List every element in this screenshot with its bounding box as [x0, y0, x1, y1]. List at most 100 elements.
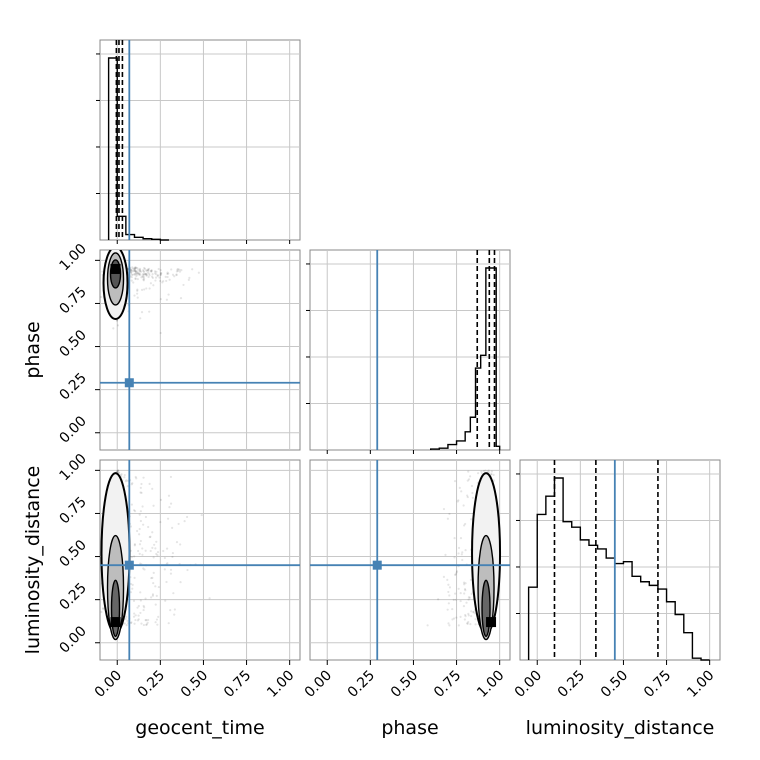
density-sample: [157, 267, 160, 271]
density-sample: [130, 483, 133, 486]
density-sample: [139, 591, 142, 594]
density-sample: [455, 616, 458, 619]
density-sample: [458, 486, 461, 489]
density-sample: [490, 472, 493, 476]
density-sample: [143, 273, 146, 276]
density-sample: [131, 266, 134, 269]
density-sample: [143, 606, 146, 609]
density-sample: [456, 500, 459, 503]
hist-panel-geocent_time: [96, 39, 301, 241]
density-sample: [489, 473, 493, 476]
x-tick-label: 0.25: [555, 668, 588, 701]
density-sample: [470, 610, 473, 613]
x-tick-label: 0.75: [641, 668, 674, 701]
density-sample: [133, 544, 136, 547]
density-sample: [462, 581, 466, 584]
density-panel-geocent_time-luminosity_distance: [99, 459, 301, 661]
y-tick-label: 1.00: [56, 241, 89, 274]
histogram-step: [429, 267, 501, 450]
density-sample: [134, 277, 137, 280]
density-sample: [154, 585, 157, 588]
density-sample: [166, 562, 169, 565]
density-sample: [151, 276, 154, 279]
density-sample: [175, 273, 178, 277]
density-sample: [145, 269, 148, 272]
density-sample: [480, 472, 484, 475]
density-sample: [155, 618, 159, 621]
density-sample: [145, 274, 148, 277]
density-sample: [139, 519, 142, 523]
density-sample: [130, 275, 133, 279]
density-sample: [167, 494, 171, 497]
density-sample: [142, 476, 145, 479]
density-sample: [467, 478, 471, 481]
density-sample: [141, 275, 144, 279]
density-sample: [116, 469, 119, 472]
density-sample: [467, 620, 470, 624]
truth-marker: [372, 560, 382, 570]
density-sample: [155, 540, 158, 543]
density-sample: [154, 276, 158, 279]
density-sample: [133, 612, 136, 615]
density-sample: [158, 276, 161, 279]
density-sample: [165, 580, 168, 584]
density-sample: [142, 567, 145, 570]
density-sample: [171, 555, 174, 559]
density-sample: [151, 594, 154, 597]
density-sample: [137, 614, 140, 617]
density-sample: [130, 503, 133, 506]
density-sample: [135, 266, 138, 270]
density-sample: [149, 282, 153, 285]
density-sample: [150, 576, 153, 580]
density-sample: [143, 267, 147, 270]
density-sample: [137, 272, 141, 276]
density-sample: [477, 472, 480, 475]
panel-frame: [309, 249, 511, 451]
y-tick-label: 0.25: [56, 580, 89, 613]
density-sample: [173, 608, 176, 611]
density-sample: [469, 578, 473, 581]
density-sample: [155, 594, 158, 597]
density-sample: [469, 622, 472, 626]
density-sample: [187, 278, 190, 282]
density-sample: [133, 273, 136, 276]
density-sample: [142, 273, 145, 277]
density-sample: [139, 510, 142, 513]
density-sample: [490, 470, 493, 473]
density-sample: [133, 269, 136, 272]
density-sample: [165, 298, 168, 301]
density-sample: [130, 271, 133, 274]
density-sample: [142, 275, 145, 279]
density-sample: [464, 582, 467, 585]
density-sample: [472, 611, 475, 614]
density-sample: [140, 491, 143, 494]
density-sample: [142, 278, 145, 281]
density-sample: [100, 610, 103, 614]
density-sample: [142, 272, 145, 276]
density-sample: [159, 273, 163, 276]
density-sample: [126, 485, 129, 488]
density-sample: [152, 582, 155, 585]
density-sample: [138, 513, 141, 516]
density-sample: [138, 527, 141, 531]
y-tick-label: 0.75: [56, 494, 89, 527]
density-sample: [462, 605, 466, 608]
density-sample: [134, 270, 137, 273]
density-sample: [169, 502, 173, 505]
density-sample: [171, 551, 174, 555]
density-sample: [154, 279, 157, 282]
density-sample: [144, 515, 148, 519]
density-sample: [179, 297, 183, 300]
density-sample: [459, 537, 463, 540]
density-sample: [145, 623, 148, 626]
truth-marker: [124, 378, 134, 388]
x-tick-label: 0.75: [431, 668, 464, 701]
density-sample: [459, 599, 462, 603]
density-sample: [123, 473, 126, 477]
density-sample: [463, 592, 466, 595]
density-sample: [139, 562, 142, 565]
y-tick-label: 0.50: [56, 537, 89, 570]
density-sample: [117, 471, 120, 474]
density-sample: [133, 267, 136, 270]
density-sample: [446, 578, 449, 582]
